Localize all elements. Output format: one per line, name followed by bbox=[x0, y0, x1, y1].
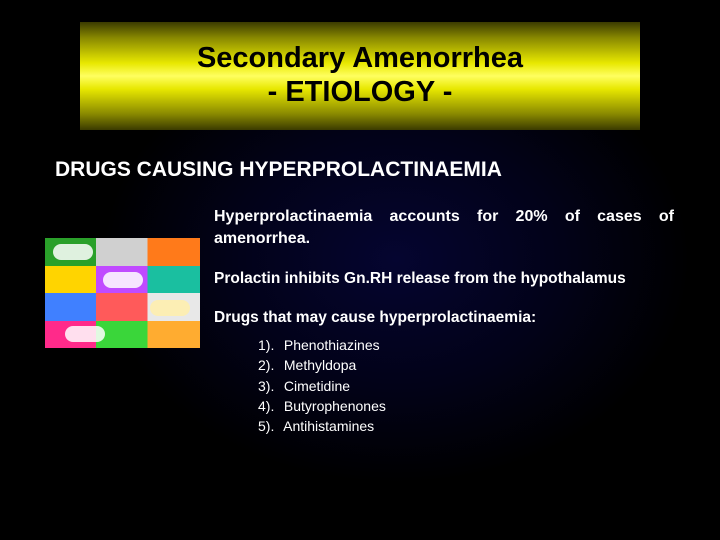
list-label: Antihistamines bbox=[283, 418, 374, 434]
section-heading: DRUGS CAUSING HYPERPROLACTINAEMIA bbox=[55, 158, 720, 182]
list-label: Cimetidine bbox=[284, 378, 350, 394]
paragraph-1: Hyperprolactinaemia accounts for 20% of … bbox=[214, 206, 674, 249]
list-num: 2). bbox=[258, 355, 280, 375]
list-item: 3). Cimetidine bbox=[258, 376, 674, 396]
list-label: Methyldopa bbox=[284, 357, 356, 373]
drug-list: 1). Phenothiazines 2). Methyldopa 3). Ci… bbox=[258, 335, 674, 436]
list-num: 3). bbox=[258, 376, 280, 396]
list-label: Phenothiazines bbox=[284, 337, 380, 353]
paragraph-2: Prolactin inhibits Gn.RH release from th… bbox=[214, 269, 674, 290]
title-box: Secondary Amenorrhea - ETIOLOGY - bbox=[80, 22, 640, 130]
list-label: Butyrophenones bbox=[284, 398, 386, 414]
list-num: 5). bbox=[258, 416, 280, 436]
slide-root: Secondary Amenorrhea - ETIOLOGY - DRUGS … bbox=[0, 0, 720, 540]
title-line-2: - ETIOLOGY - bbox=[268, 75, 453, 110]
pill-packs-image bbox=[45, 238, 200, 348]
paragraph-3: Drugs that may cause hyperprolactinaemia… bbox=[214, 308, 674, 329]
list-item: 4). Butyrophenones bbox=[258, 396, 674, 416]
content-row: Hyperprolactinaemia accounts for 20% of … bbox=[0, 206, 720, 437]
list-num: 4). bbox=[258, 396, 280, 416]
list-item: 2). Methyldopa bbox=[258, 355, 674, 375]
list-item: 1). Phenothiazines bbox=[258, 335, 674, 355]
list-item: 5). Antihistamines bbox=[258, 416, 674, 436]
list-num: 1). bbox=[258, 335, 280, 355]
title-line-1: Secondary Amenorrhea bbox=[197, 43, 523, 75]
text-column: Hyperprolactinaemia accounts for 20% of … bbox=[214, 206, 674, 437]
